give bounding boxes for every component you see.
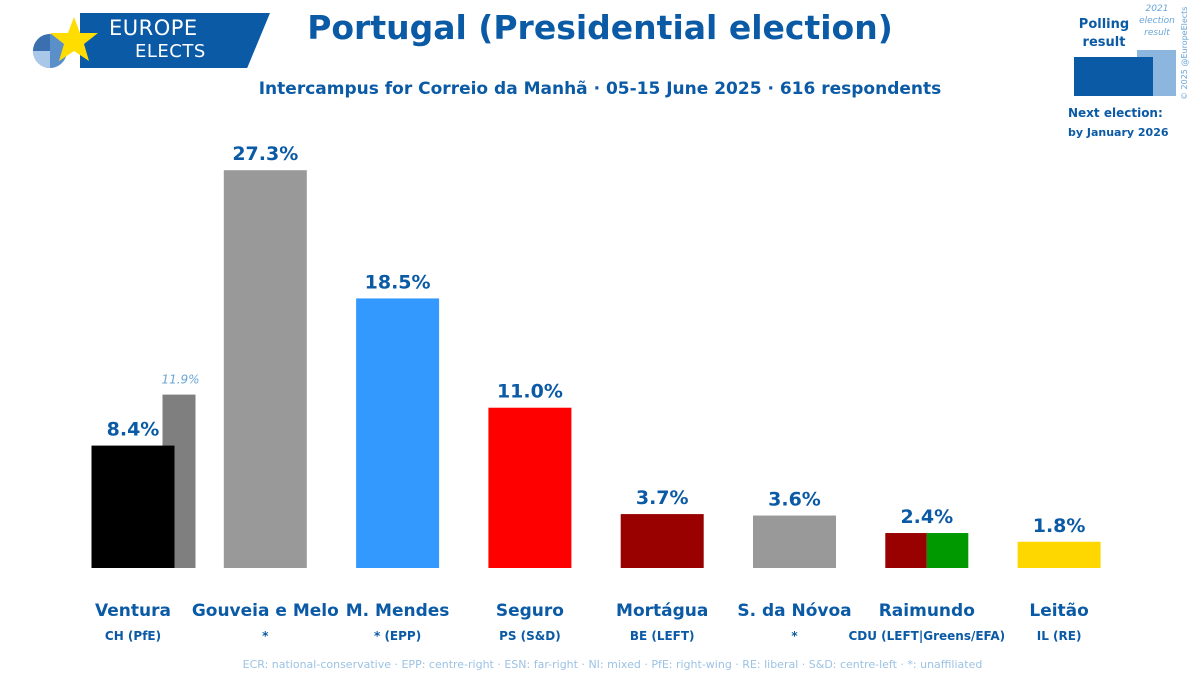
value-label: 11.0% bbox=[497, 381, 563, 403]
category-label: Gouveia e Melo bbox=[192, 601, 339, 621]
chart-subtitle: Intercampus for Correio da Manhã · 05-15… bbox=[258, 79, 942, 99]
value-label: 27.3% bbox=[232, 143, 298, 165]
logo-band bbox=[80, 13, 270, 68]
europe-elects-logo: EUROPE ELECTS bbox=[22, 13, 270, 68]
legend-poll-label: Polling result bbox=[1078, 17, 1130, 50]
bar bbox=[885, 533, 927, 568]
bar bbox=[91, 445, 175, 568]
value-label: 3.6% bbox=[768, 489, 821, 511]
bar bbox=[753, 515, 836, 568]
next-election-date: by January 2026 bbox=[1068, 126, 1169, 139]
party-label: PS (S&D) bbox=[499, 629, 561, 643]
party-label: * bbox=[791, 629, 798, 643]
logo-text-europe: EUROPE bbox=[109, 16, 198, 40]
value-label: 18.5% bbox=[365, 271, 431, 293]
chart-title: Portugal (Presidential election) bbox=[307, 8, 893, 47]
category-label: Ventura bbox=[95, 601, 171, 621]
party-label: * (EPP) bbox=[374, 629, 421, 643]
category-label: M. Mendes bbox=[346, 601, 450, 621]
value-label: 8.4% bbox=[107, 419, 160, 441]
footer-glossary: ECR: national-conservative · EPP: centre… bbox=[242, 658, 983, 671]
previous-result-label: 11.9% bbox=[161, 373, 199, 387]
value-label: 3.7% bbox=[636, 487, 689, 509]
bar bbox=[926, 533, 969, 568]
party-label: * bbox=[262, 629, 269, 643]
bar bbox=[1017, 541, 1101, 568]
logo-globe-star-icon bbox=[33, 17, 98, 68]
party-label: IL (RE) bbox=[1037, 629, 1082, 643]
category-label: S. da Nóvoa bbox=[737, 601, 851, 621]
bar bbox=[620, 514, 704, 568]
legend: 2021 election result Polling result Next… bbox=[1060, 0, 1200, 150]
bar bbox=[356, 298, 440, 568]
party-label: CH (PfE) bbox=[105, 629, 161, 643]
category-label: Mortágua bbox=[616, 601, 708, 621]
category-label: Seguro bbox=[496, 601, 564, 621]
legend-previous-label: 2021 election result bbox=[1139, 4, 1175, 38]
category-label: Raimundo bbox=[879, 601, 975, 621]
value-label: 1.8% bbox=[1033, 515, 1086, 537]
bar bbox=[223, 170, 307, 568]
party-label: BE (LEFT) bbox=[630, 629, 695, 643]
bar bbox=[488, 407, 572, 568]
party-label: CDU (LEFT|Greens/EFA) bbox=[848, 629, 1005, 643]
legend-poll-swatch bbox=[1074, 57, 1153, 96]
next-election-label: Next election: bbox=[1068, 106, 1163, 120]
logo-text-elects: ELECTS bbox=[135, 41, 206, 62]
value-label: 2.4% bbox=[900, 506, 953, 528]
category-label: Leitão bbox=[1029, 601, 1088, 621]
